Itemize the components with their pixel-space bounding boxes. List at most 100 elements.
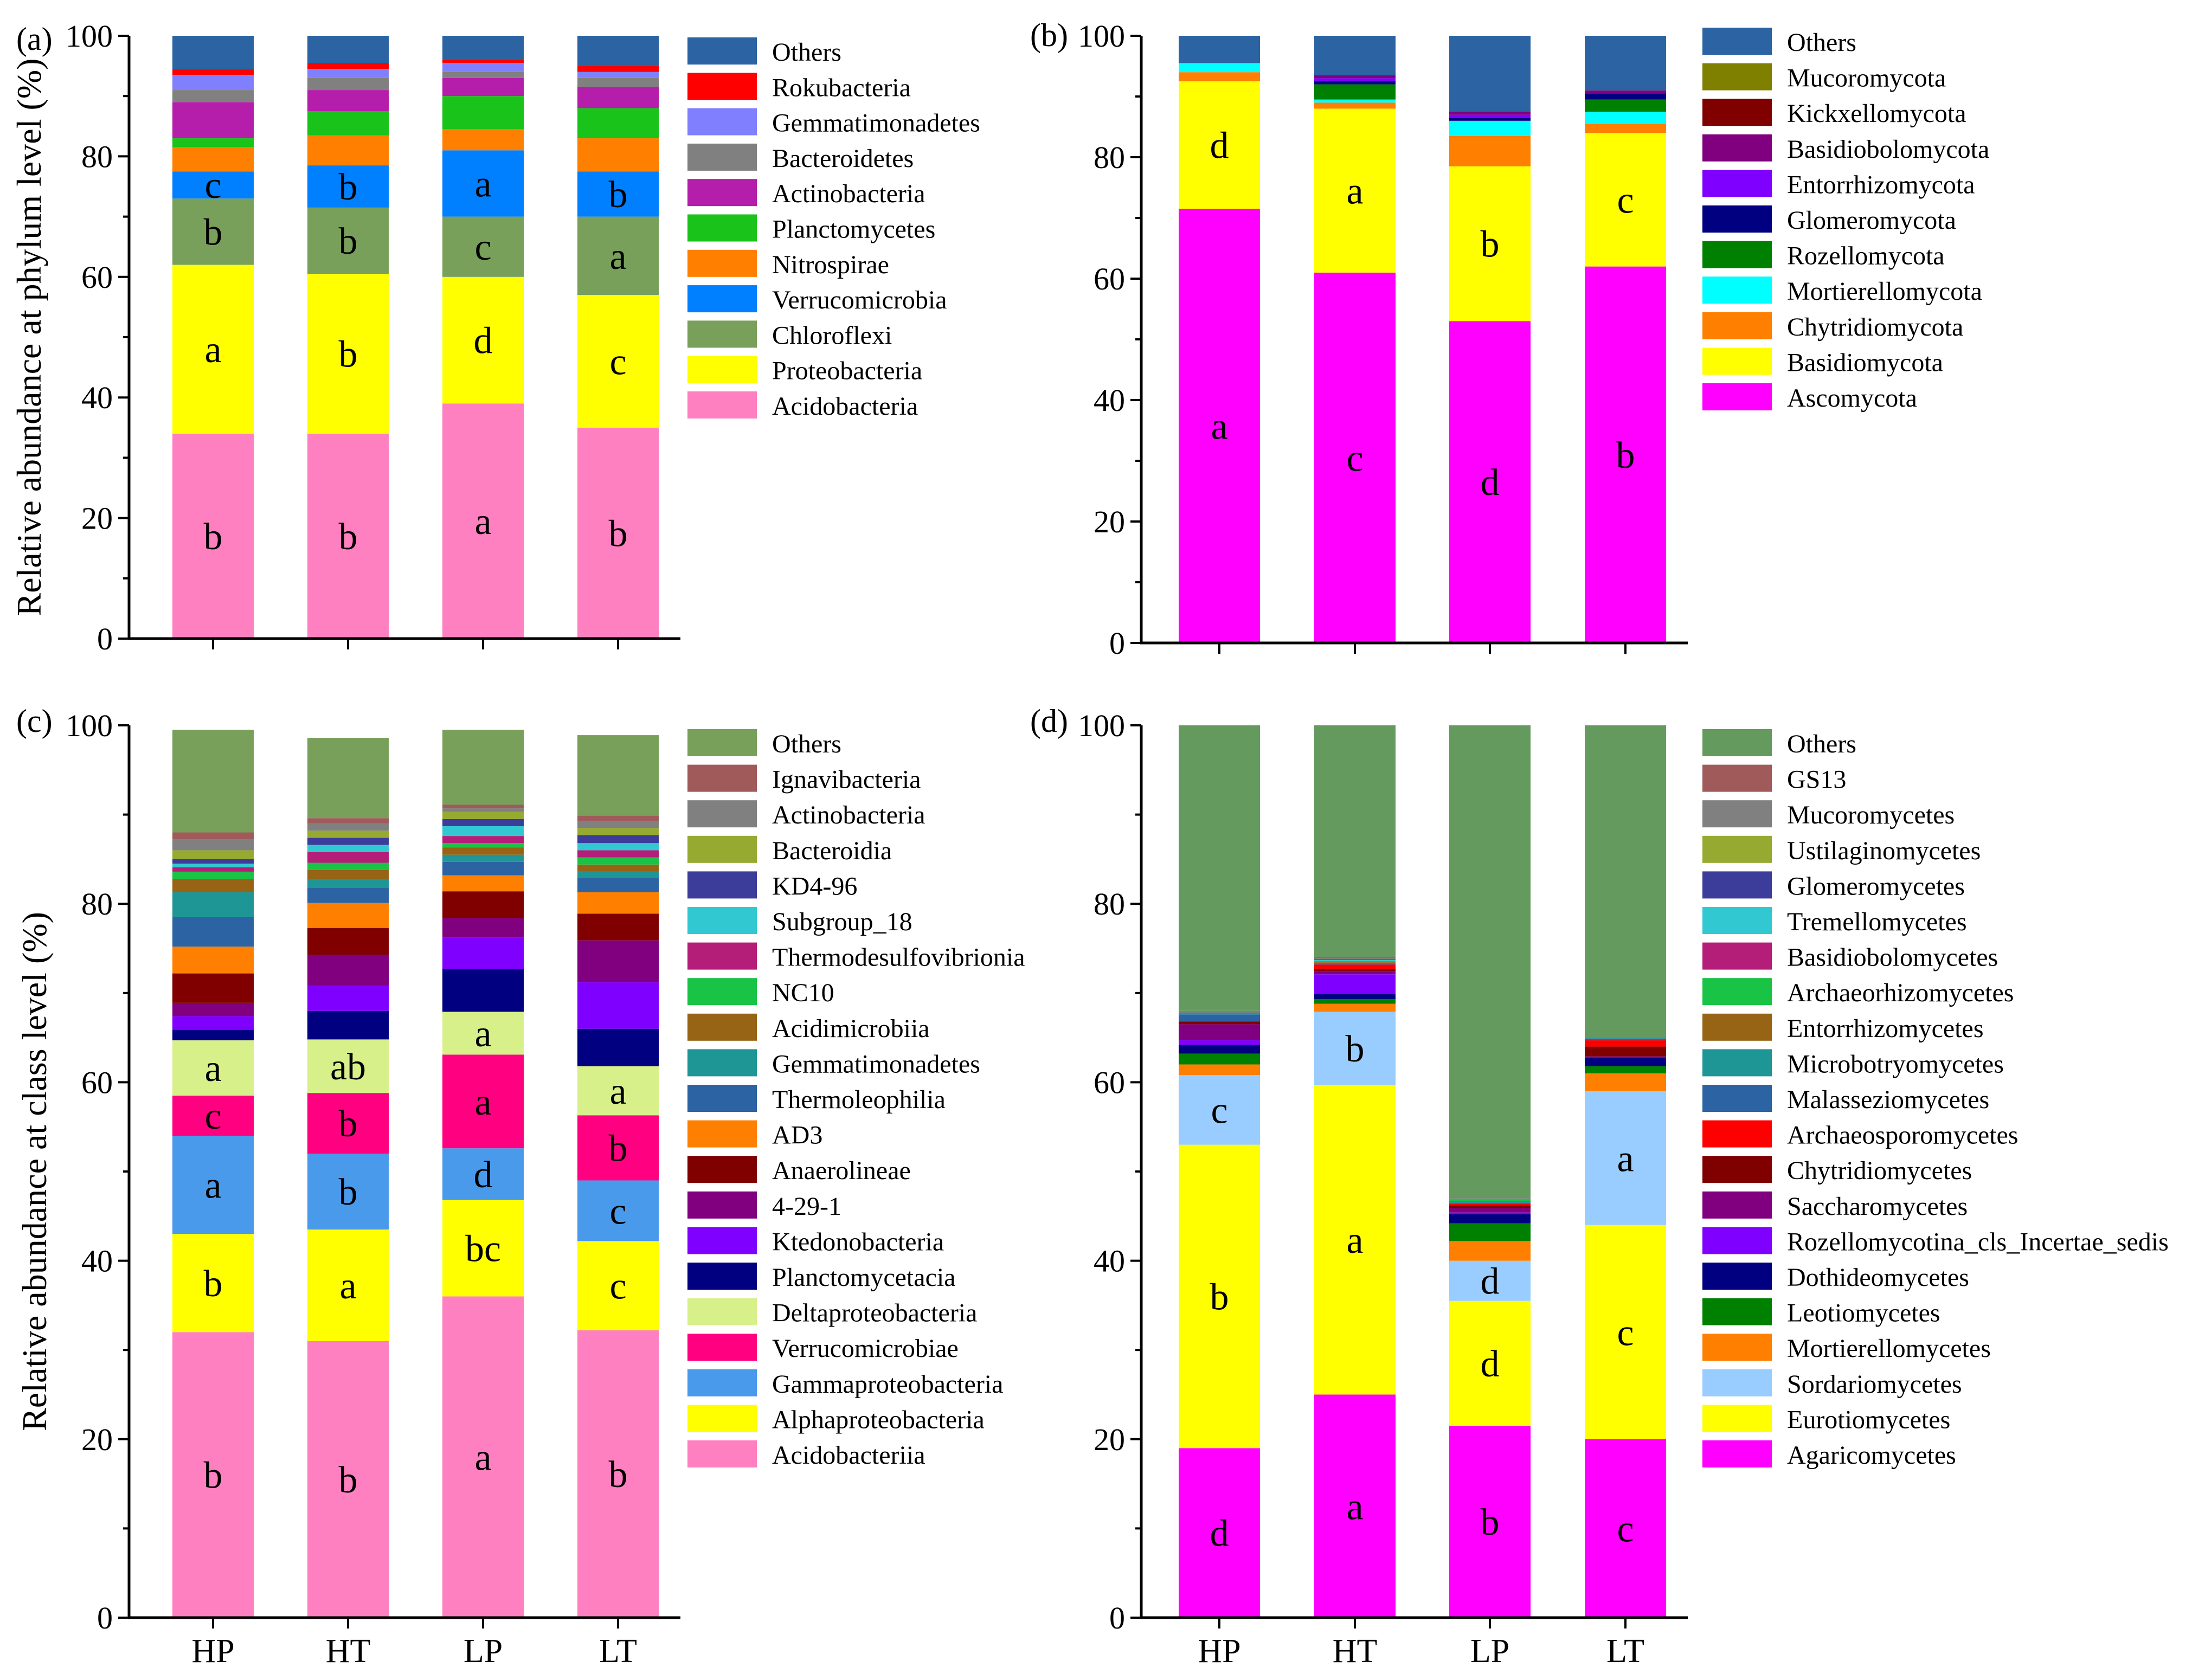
bar-segment-lp-ktedonobacteria [442, 937, 524, 969]
significance-letter: b [1481, 224, 1500, 266]
bar-segment-lp-anaerolineae [442, 891, 524, 918]
bar-segment-hp-gemmatimonadetes [172, 892, 254, 917]
bar-segment-ht-others [307, 36, 389, 63]
bar-segment-lp-actinobacteria [442, 78, 524, 96]
bar-segment-ht-bacteroidia [307, 831, 389, 838]
legend-label: AD3 [772, 1121, 822, 1150]
y-tick-label: 100 [1078, 708, 1125, 743]
significance-letter: b [609, 1128, 628, 1169]
legend-swatch [687, 37, 757, 65]
significance-letter: b [1210, 1276, 1229, 1318]
bar-segment-ht-archaeosporomycetes [1314, 964, 1396, 969]
significance-letter: b [204, 1455, 223, 1497]
legend-label: Rozellomycota [1787, 242, 1945, 271]
legend-swatch [687, 143, 757, 171]
legend-label: Saccharomycetes [1787, 1192, 1968, 1221]
bar-segment-lt-ad3 [577, 892, 659, 914]
significance-letter: b [1346, 1028, 1365, 1070]
significance-letter: c [1346, 437, 1363, 479]
significance-letter: b [339, 516, 358, 558]
bar-segment-hp-basidiomycota [1179, 81, 1260, 209]
bar-segment-ht-ktedonobacteria [307, 986, 389, 1011]
bar-segment-lp-chytridiomycota [1449, 136, 1531, 166]
legend-label: Verrucomicrobia [772, 286, 947, 314]
bar-segment-ht-4-29-1 [307, 955, 389, 986]
bar-segment-ht-tremellomycetes [1314, 960, 1396, 961]
bar-segment-hp-dothideomycetes [1179, 1045, 1260, 1054]
bar-segment-hp-mortierellomycetes [1179, 1064, 1260, 1076]
legend-swatch [1702, 28, 1772, 55]
significance-letter: b [339, 1103, 358, 1145]
bar-segment-lt-malasseziomycetes [1585, 1038, 1666, 1041]
legend-label: Others [772, 730, 841, 758]
significance-letter: b [609, 1454, 628, 1496]
bar-segment-lp-deltaproteobacteria [442, 1012, 524, 1055]
significance-letter: d [1481, 1343, 1500, 1385]
significance-letter: c [204, 1096, 221, 1137]
bar-segment-ht-basidiomycota [1314, 108, 1396, 273]
legend-swatch [1702, 1298, 1772, 1325]
bar-segment-lt-gemmatimonadetes [577, 871, 659, 878]
legend-label: Acidobacteriia [772, 1441, 925, 1470]
bar-segment-lp-thermodesulfovibrionia [442, 836, 524, 844]
x-tick-label: LT [1606, 1633, 1644, 1670]
significance-letter: d [1210, 125, 1229, 167]
bar-segment-hp-others [1179, 725, 1260, 1011]
legend-swatch [687, 285, 757, 313]
legend-label: Archaeosporomycetes [1787, 1121, 2019, 1150]
bar-segment-lt-bacteroidia [577, 828, 659, 835]
bar-segment-lt-ktedonobacteria [577, 982, 659, 1029]
significance-letter: a [474, 1437, 491, 1479]
legend-label: Chloroflexi [772, 321, 892, 350]
bar-segment-lp-archaeorhizomycetes [1449, 1200, 1531, 1201]
bar-segment-lp-others [1449, 36, 1531, 112]
bar-segment-ht-alphaproteobacteria [307, 1229, 389, 1341]
significance-letter: a [204, 1165, 221, 1207]
legend-label: Ktedonobacteria [772, 1227, 944, 1256]
legend-swatch [687, 179, 757, 207]
legend-swatch [1702, 99, 1772, 126]
bar-segment-hp-deltaproteobacteria [172, 1040, 254, 1096]
bar-segment-lp-rozellomycotina_cls_incertae_sedis [1449, 1212, 1531, 1215]
bar-segment-lt-anaerolineae [577, 913, 659, 941]
legend-swatch [1702, 1191, 1772, 1219]
legend-swatch [1702, 1120, 1772, 1148]
bar-segment-hp-actinobacteria [172, 102, 254, 139]
bar-segment-lp-kd4-96 [442, 819, 524, 826]
legend-swatch [687, 1440, 757, 1467]
y-tick-label: 0 [97, 621, 113, 656]
legend-swatch [687, 764, 757, 792]
significance-letter: b [609, 513, 628, 555]
bar-segment-ht-gemmatimonadetes [307, 69, 389, 78]
legend-swatch [1702, 205, 1772, 233]
bar-segment-hp-ignavibacteria [172, 832, 254, 840]
bar-segment-ht-mortierellomycota [1314, 99, 1396, 103]
bar-segment-ht-acidobacteriia [307, 1341, 389, 1618]
significance-letter: d [1210, 1513, 1229, 1555]
bar-segment-ht-rokubacteria [307, 63, 389, 69]
legend-swatch [687, 1298, 757, 1325]
significance-letter: c [609, 1266, 626, 1308]
significance-letter: a [1617, 1138, 1634, 1180]
bar-segment-lt-thermodesulfovibrionia [577, 850, 659, 858]
significance-letter: b [1616, 435, 1635, 477]
significance-letter: a [1346, 171, 1363, 213]
bar-segment-ht-bacteroidetes [307, 78, 389, 91]
legend-label: Ascomycota [1787, 384, 1917, 413]
bar-segment-ht-actinobacteria [307, 823, 389, 831]
legend-label: Basidiomycota [1787, 348, 1943, 377]
bar-segment-ht-rozellomycota [1314, 84, 1396, 100]
bar-segment-lt-saccharomycetes [1585, 1056, 1666, 1058]
x-tick-label: HP [1198, 1633, 1240, 1670]
bar-segment-hp-sordariomycetes [1179, 1075, 1260, 1145]
significance-letter: b [204, 516, 223, 558]
legend-label: Mucoromycota [1787, 64, 1946, 93]
bar-segment-ht-gemmatimonadetes [307, 879, 389, 888]
bar-segment-lp-bacteroidia [442, 812, 524, 819]
legend-swatch [687, 1049, 757, 1077]
bar-segment-lt-eurotiomycetes [1585, 1225, 1666, 1439]
bar-segment-lp-4-29-1 [442, 918, 524, 938]
bar-segment-hp-verrucomicrobia [172, 171, 254, 199]
legend-swatch [687, 1334, 757, 1361]
bar-segment-lp-bacteroidetes [442, 72, 524, 78]
